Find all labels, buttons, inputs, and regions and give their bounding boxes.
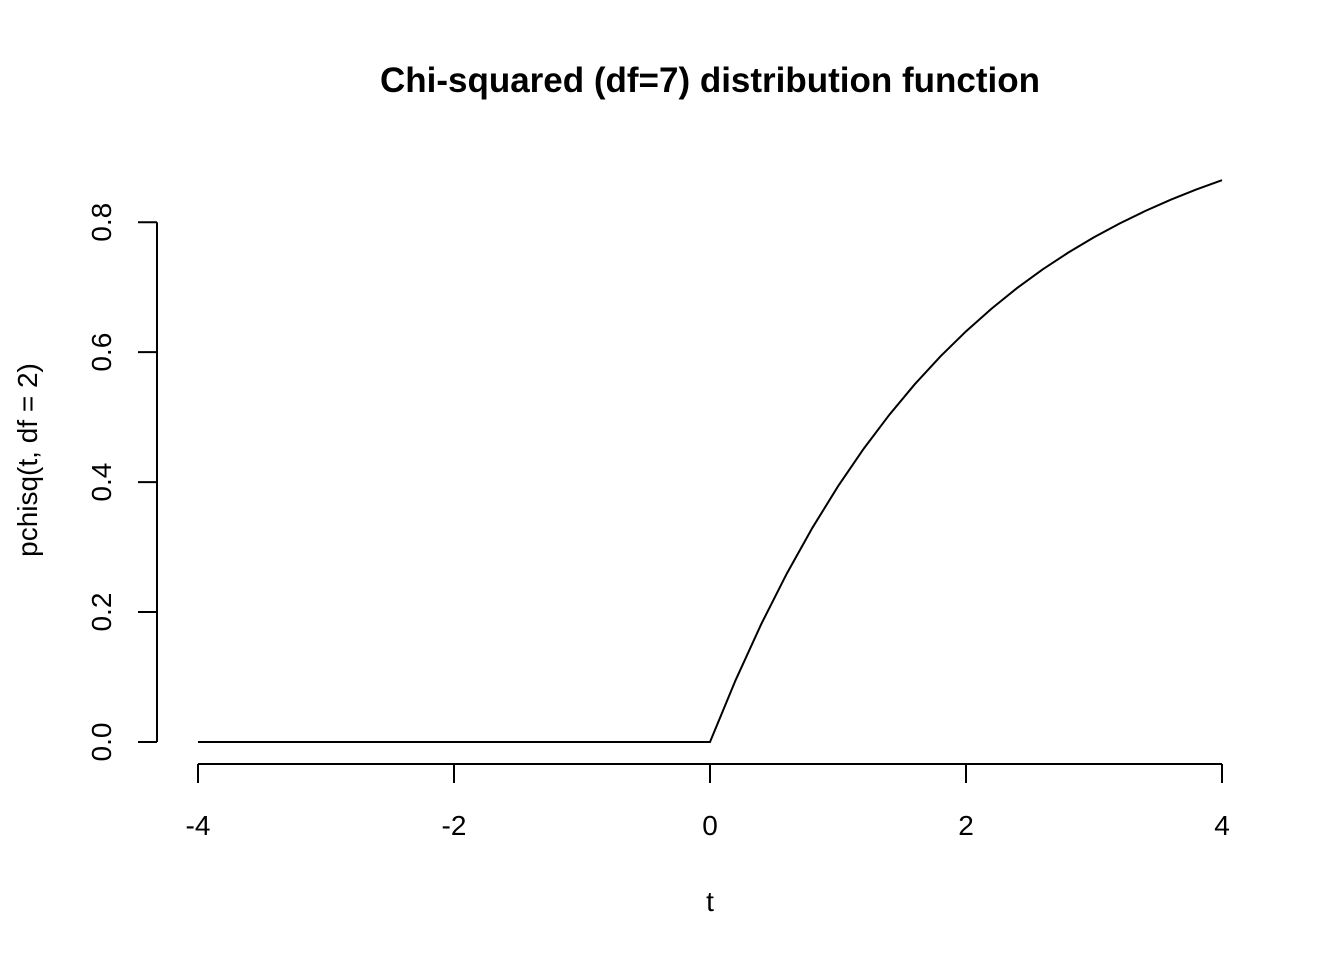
- y-axis: 0.0 0.2 0.4 0.6 0.8: [86, 203, 158, 762]
- y-tick-label: 0.8: [86, 203, 117, 242]
- x-tick-label: -4: [186, 810, 211, 841]
- x-tick-label: -2: [442, 810, 467, 841]
- y-tick-label: 0.0: [86, 723, 117, 762]
- y-tick-label: 0.2: [86, 593, 117, 632]
- x-tick-label: 4: [1214, 810, 1230, 841]
- chart-title: Chi-squared (df=7) distribution function: [380, 61, 1040, 100]
- series-group: [198, 179, 1223, 743]
- x-axis-label: t: [706, 886, 714, 917]
- y-tick-label: 0.4: [86, 463, 117, 502]
- y-axis-label: pchisq(t, df = 2): [12, 363, 43, 557]
- x-axis: -4 -2 0 2 4: [186, 763, 1230, 841]
- y-tick-label: 0.6: [86, 333, 117, 372]
- x-tick-label: 2: [958, 810, 974, 841]
- x-tick-label: 0: [702, 810, 718, 841]
- series-line: [198, 179, 1223, 743]
